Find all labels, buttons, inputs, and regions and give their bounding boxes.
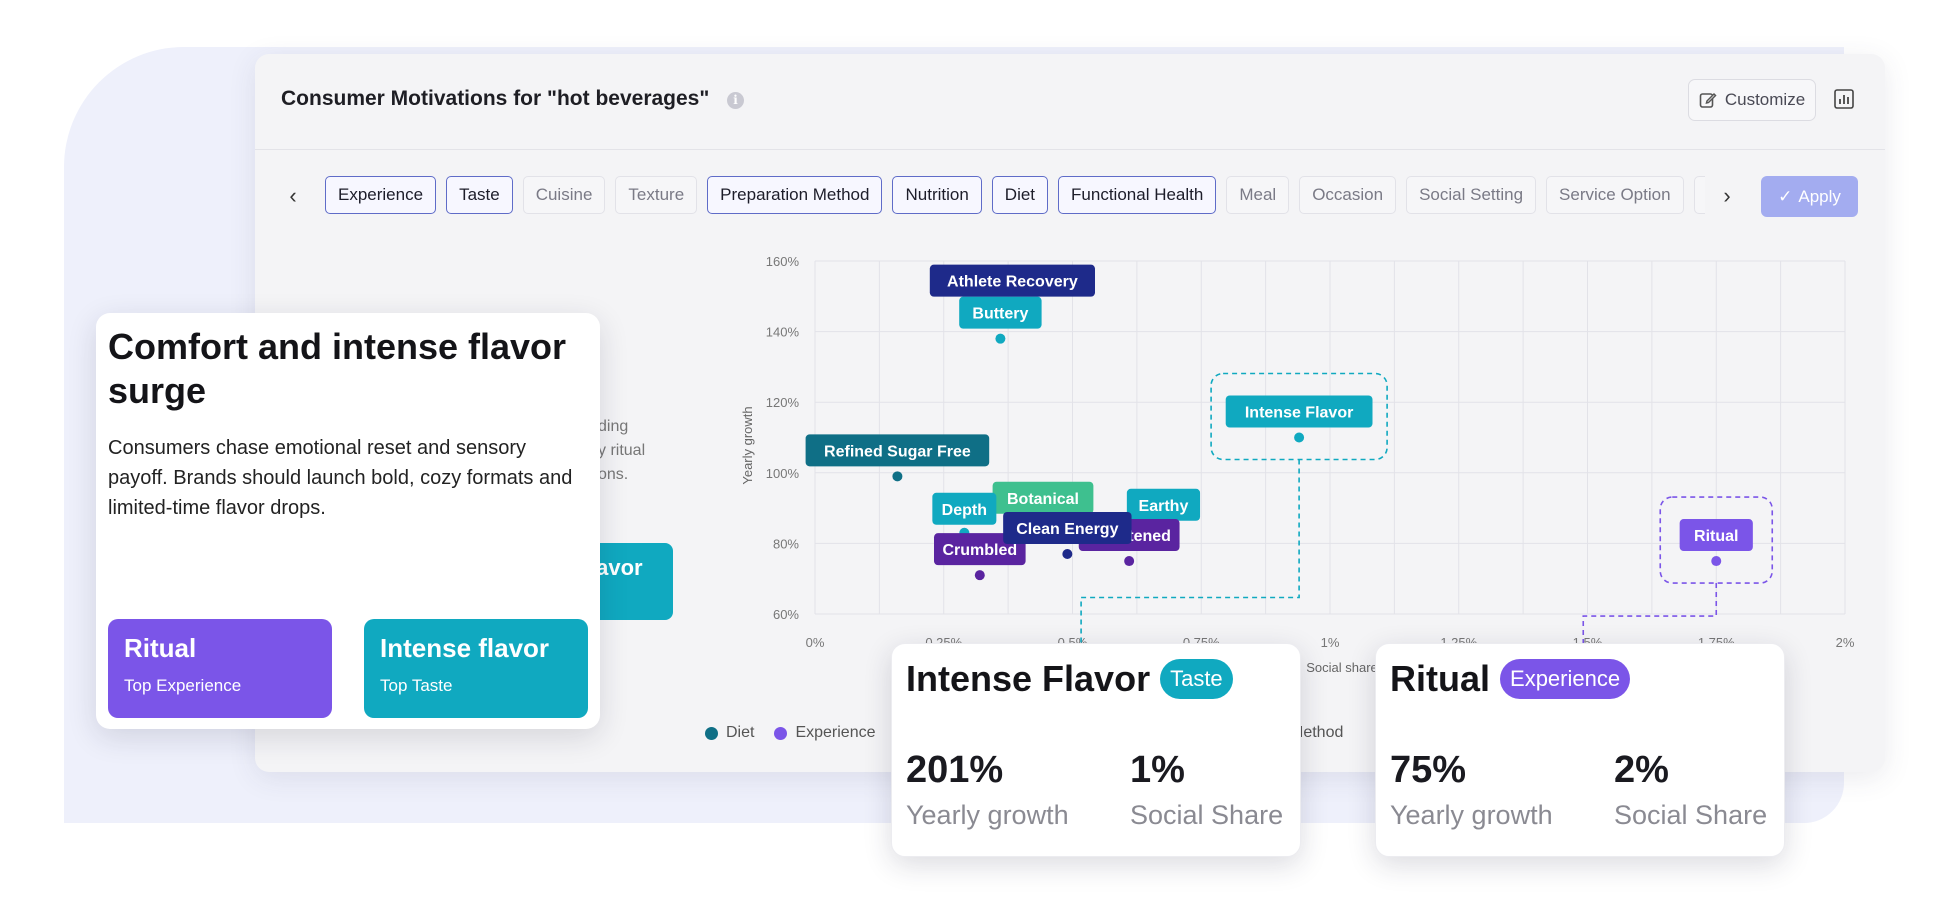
metric-value: 2% <box>1614 749 1669 791</box>
filter-bar: ‹ Experience Taste Cuisine Texture Preparati… <box>255 176 1885 218</box>
filter-pill-cuisine[interactable]: Cuisine <box>522 176 606 214</box>
chart-legend: Diet Experience <box>705 724 876 742</box>
filter-pill-social-setting[interactable]: Social Setting <box>1406 176 1537 214</box>
growth-metric: 201% Yearly growth <box>906 749 1069 831</box>
legend-item-preparation-method[interactable]: Method <box>1290 724 1344 741</box>
detail-name: Ritual <box>1390 658 1491 699</box>
legend-item-diet[interactable]: Diet <box>705 724 754 742</box>
filter-pills: Experience Taste Cuisine Texture Preparation… <box>325 176 1705 218</box>
metric-label: Yearly growth <box>906 800 1069 830</box>
summary-body: Consumers chase emotional reset and sens… <box>108 437 573 519</box>
legend-dot <box>705 726 718 740</box>
top-experience-card[interactable]: Ritual Top Experience <box>108 619 332 718</box>
top-card-subtitle: Top Experience <box>124 676 242 695</box>
top-card-title: Intense flavor <box>380 633 550 663</box>
filter-pill-taste[interactable]: Taste <box>446 176 513 214</box>
top-taste-card[interactable]: Intense flavor Top Taste <box>364 619 588 718</box>
apply-label: Apply <box>1798 186 1841 206</box>
filter-pill-texture[interactable]: Texture <box>615 176 698 214</box>
legend-label: Diet <box>726 724 755 741</box>
detail-name: Intense Flavor <box>906 658 1151 699</box>
filter-pill-nutrition[interactable]: Nutrition <box>892 176 982 214</box>
filter-pill-meal[interactable]: Meal <box>1226 176 1290 214</box>
top-card-subtitle: Top Taste <box>380 676 453 695</box>
obscured-text: ding y ritual ons. <box>598 415 645 487</box>
filter-pill-occasion[interactable]: Occasion <box>1299 176 1397 214</box>
chevron-right-icon[interactable]: › <box>1723 183 1731 208</box>
obscured-text-line: ding <box>598 418 629 435</box>
summary-title: Comfort and intense flavor surge <box>108 326 567 411</box>
metric-value: 75% <box>1390 749 1467 791</box>
category-badge: Experience <box>1500 659 1631 699</box>
metric-label: Yearly growth <box>1390 800 1553 830</box>
bar-chart-export-icon[interactable] <box>1833 88 1855 110</box>
metric-value: 1% <box>1130 749 1185 791</box>
category-badge: Taste <box>1160 659 1233 699</box>
detail-card-ritual: Ritual Experience 75% Yearly growth 2% S… <box>1375 643 1785 857</box>
filter-pill-service-option[interactable]: Service Option <box>1546 176 1684 214</box>
obscured-text-line: ons. <box>598 466 629 483</box>
legend-dot <box>774 726 788 740</box>
filter-pill-preparation-method[interactable]: Preparation Method <box>707 176 883 214</box>
apply-button[interactable]: ✓ Apply <box>1761 176 1858 217</box>
obscured-text-line: y ritual <box>598 442 646 459</box>
summary-card: Comfort and intense flavor surge Consume… <box>96 313 600 729</box>
legend-item-experience[interactable]: Experience <box>774 724 876 742</box>
share-metric: 2% Social Share <box>1614 749 1767 831</box>
filter-pill-diet[interactable]: Diet <box>991 176 1049 214</box>
filter-pill-ethi[interactable]: Ethi <box>1693 176 1705 214</box>
growth-metric: 75% Yearly growth <box>1390 749 1553 831</box>
detail-card-intense-flavor: Intense Flavor Taste 201% Yearly growth … <box>891 643 1301 857</box>
chevron-left-icon[interactable]: ‹ <box>289 183 297 208</box>
top-card-title: Ritual <box>124 633 197 663</box>
metric-value: 201% <box>906 749 1004 791</box>
filter-pill-experience[interactable]: Experience <box>325 176 437 214</box>
panel-header: Consumer Motivations for "hot beverages"… <box>255 54 1885 150</box>
metric-label: Social Share <box>1614 800 1768 830</box>
detail-head: Intense Flavor Taste <box>906 658 1233 700</box>
filter-pill-functional-health[interactable]: Functional Health <box>1058 176 1217 214</box>
customize-label: Customize <box>1724 90 1806 109</box>
info-icon[interactable]: i <box>727 92 744 109</box>
legend-label: Experience <box>795 724 876 741</box>
check-icon: ✓ <box>1778 186 1793 206</box>
metric-label: Social Share <box>1130 800 1284 830</box>
detail-head: Ritual Experience <box>1390 658 1631 700</box>
page-title: Consumer Motivations for "hot beverages" <box>281 87 710 110</box>
edit-icon <box>1699 92 1717 108</box>
share-metric: 1% Social Share <box>1130 749 1283 831</box>
customize-button[interactable]: Customize <box>1688 79 1816 121</box>
